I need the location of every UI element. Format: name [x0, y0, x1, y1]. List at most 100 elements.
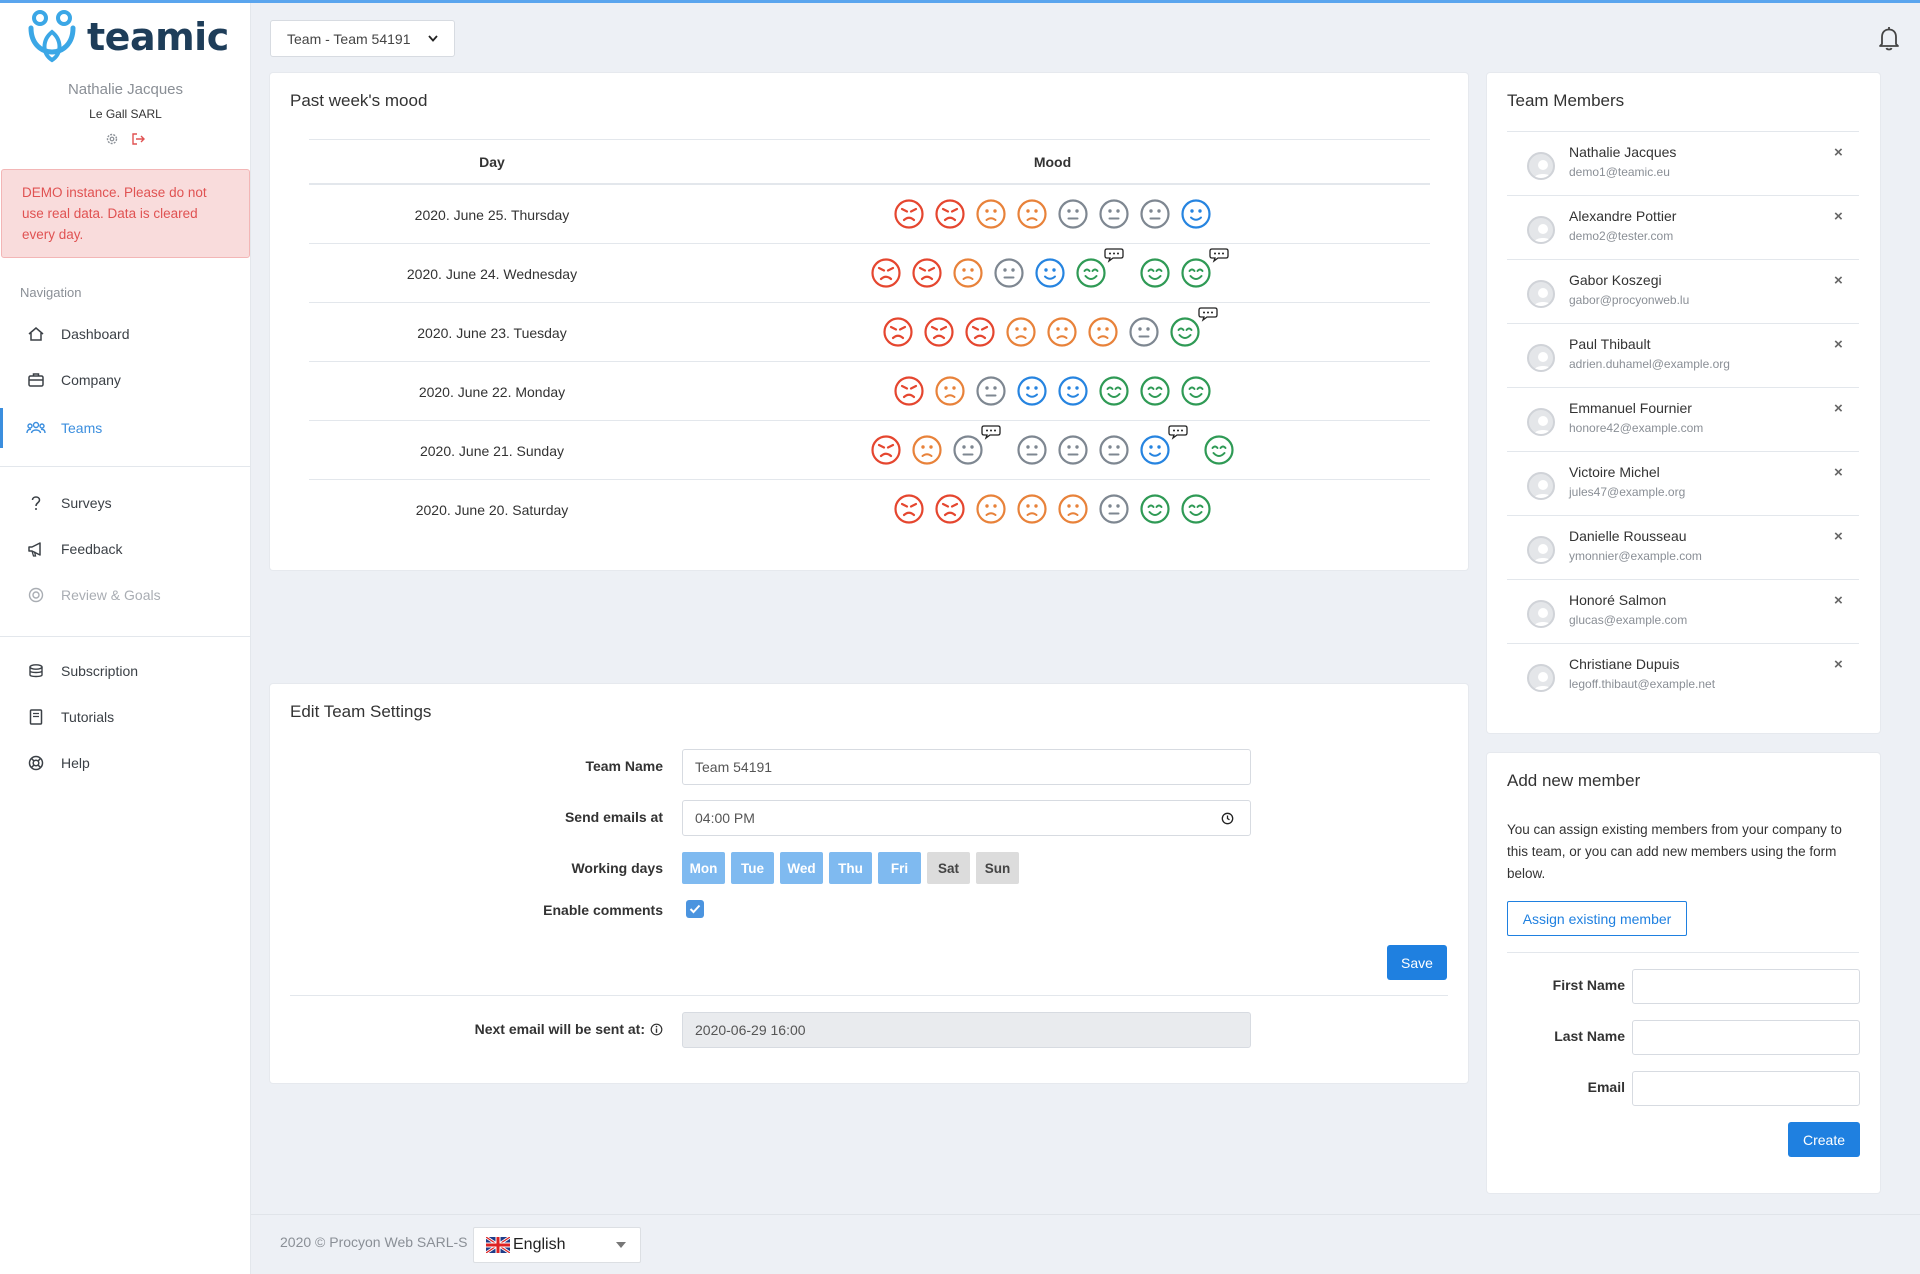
- very-bad-mood-icon: [935, 199, 965, 229]
- neutral-mood-icon: [1017, 435, 1047, 465]
- nav-item-teams[interactable]: Teams: [0, 408, 251, 448]
- bad-mood-icon: [1087, 317, 1118, 347]
- book-icon: [26, 707, 46, 727]
- remove-member-button[interactable]: ×: [1834, 400, 1843, 417]
- mood-title: Past week's mood: [290, 91, 428, 110]
- settings-title: Edit Team Settings: [290, 702, 432, 721]
- save-button[interactable]: Save: [1387, 945, 1447, 980]
- nav-item-tutorials[interactable]: Tutorials: [0, 697, 251, 737]
- nav-item-subscription[interactable]: Subscription: [0, 651, 251, 691]
- neutral-mood-icon: [1058, 435, 1088, 465]
- nav-item-dashboard[interactable]: Dashboard: [0, 314, 251, 354]
- remove-member-button[interactable]: ×: [1834, 272, 1843, 289]
- bad-mood-icon: [1046, 317, 1077, 347]
- remove-member-button[interactable]: ×: [1834, 592, 1843, 609]
- settings-divider: [290, 995, 1448, 996]
- email-label: Email: [1587, 1079, 1625, 1095]
- comment-bubble-icon[interactable]: [1209, 247, 1229, 263]
- mood-row: 2020. June 22. Monday: [309, 362, 1430, 421]
- very-bad-mood-icon: [964, 317, 995, 347]
- remove-member-button[interactable]: ×: [1834, 208, 1843, 225]
- remove-member-button[interactable]: ×: [1834, 144, 1843, 161]
- email-input[interactable]: [1632, 1071, 1860, 1106]
- comment-bubble-icon[interactable]: [1104, 247, 1124, 263]
- avatar: [1527, 344, 1555, 372]
- create-member-button[interactable]: Create: [1788, 1122, 1860, 1157]
- user-actions: [0, 132, 251, 146]
- very-good-mood-icon: [1140, 376, 1170, 406]
- remove-member-button[interactable]: ×: [1834, 528, 1843, 545]
- day-toggle-fri[interactable]: Fri: [878, 852, 921, 884]
- member-email: glucas@example.com: [1569, 613, 1688, 627]
- uk-flag-icon: [486, 1237, 510, 1253]
- comment-bubble-icon[interactable]: [1168, 424, 1188, 440]
- sidebar: teamic Nathalie Jacques Le Gall SARL DEM…: [0, 0, 251, 1274]
- app-logo[interactable]: teamic: [27, 10, 229, 64]
- enable-comments-checkbox[interactable]: [686, 900, 704, 918]
- send-emails-time-input[interactable]: 04:00 PM: [682, 800, 1251, 836]
- neutral-mood-icon: [976, 376, 1006, 406]
- logout-icon[interactable]: [131, 132, 146, 146]
- assign-existing-member-button[interactable]: Assign existing member: [1507, 901, 1687, 936]
- very-bad-mood-icon: [894, 494, 924, 524]
- team-name-label: Team Name: [585, 758, 663, 774]
- mood-card: Past week's mood Day Mood 2020. June 25.…: [270, 73, 1468, 570]
- nav-label: Surveys: [61, 495, 112, 511]
- very-bad-mood-icon: [923, 317, 954, 347]
- nav-item-surveys[interactable]: Surveys: [0, 483, 251, 523]
- first-name-input[interactable]: [1632, 969, 1860, 1004]
- language-select[interactable]: English: [473, 1227, 641, 1263]
- footer-copyright: 2020 © Procyon Web SARL-S: [280, 1234, 468, 1250]
- comment-bubble-icon[interactable]: [981, 424, 1001, 440]
- comment-bubble-icon[interactable]: [1197, 306, 1218, 322]
- very-good-mood-icon: [1169, 317, 1200, 347]
- very-bad-mood-icon: [894, 376, 924, 406]
- info-icon[interactable]: [650, 1023, 663, 1036]
- caret-down-icon: [616, 1242, 626, 1248]
- member-row: Emmanuel Fournier honore42@example.com ×: [1507, 388, 1859, 452]
- members-title: Team Members: [1507, 91, 1625, 110]
- mood-day-label: 2020. June 25. Thursday: [414, 206, 570, 223]
- nav-label: Review & Goals: [61, 587, 161, 603]
- day-toggle-wed[interactable]: Wed: [780, 852, 823, 884]
- megaphone-icon: [26, 539, 46, 559]
- day-toggle-mon[interactable]: Mon: [682, 852, 725, 884]
- team-select[interactable]: Team - Team 54191: [270, 20, 455, 57]
- day-toggle-sun[interactable]: Sun: [976, 852, 1019, 884]
- target-icon: [26, 585, 46, 605]
- mood-day-label: 2020. June 23. Tuesday: [417, 324, 567, 341]
- clock-icon[interactable]: [1221, 812, 1234, 825]
- notifications-button[interactable]: [1875, 24, 1903, 55]
- nav-label: Feedback: [61, 541, 123, 557]
- bad-mood-icon: [976, 199, 1006, 229]
- day-toggle-thu[interactable]: Thu: [829, 852, 872, 884]
- nav-divider: [0, 466, 251, 467]
- remove-member-button[interactable]: ×: [1834, 464, 1843, 481]
- last-name-input[interactable]: [1632, 1020, 1860, 1055]
- member-email: legoff.thibaut@example.net: [1569, 677, 1716, 691]
- day-toggle-sat[interactable]: Sat: [927, 852, 970, 884]
- avatar: [1527, 472, 1555, 500]
- bad-mood-icon: [953, 258, 983, 288]
- nav-item-feedback[interactable]: Feedback: [0, 529, 251, 569]
- nav-item-company[interactable]: Company: [0, 360, 251, 400]
- avatar: [1527, 664, 1555, 692]
- nav-item-help[interactable]: Help: [0, 743, 251, 783]
- mood-day-label: 2020. June 20. Saturday: [415, 501, 569, 518]
- mood-row: 2020. June 24. Wednesday: [309, 244, 1430, 303]
- member-row: Paul Thibault adrien.duhamel@example.org ×: [1507, 324, 1859, 388]
- remove-member-button[interactable]: ×: [1834, 336, 1843, 353]
- team-select-value: Team - Team 54191: [287, 30, 411, 47]
- neutral-mood-icon: [1099, 199, 1129, 229]
- day-toggle-tue[interactable]: Tue: [731, 852, 774, 884]
- neutral-mood-icon: [994, 258, 1024, 288]
- remove-member-button[interactable]: ×: [1834, 656, 1843, 673]
- team-name-input[interactable]: Team 54191: [682, 749, 1251, 785]
- user-name: Nathalie Jacques: [67, 81, 184, 98]
- neutral-mood-icon: [953, 435, 983, 465]
- avatar: [1527, 536, 1555, 564]
- member-name: Emmanuel Fournier: [1569, 400, 1692, 416]
- member-row: Christiane Dupuis legoff.thibaut@example.…: [1507, 644, 1859, 708]
- gear-icon[interactable]: [105, 132, 119, 146]
- very-bad-mood-icon: [871, 435, 901, 465]
